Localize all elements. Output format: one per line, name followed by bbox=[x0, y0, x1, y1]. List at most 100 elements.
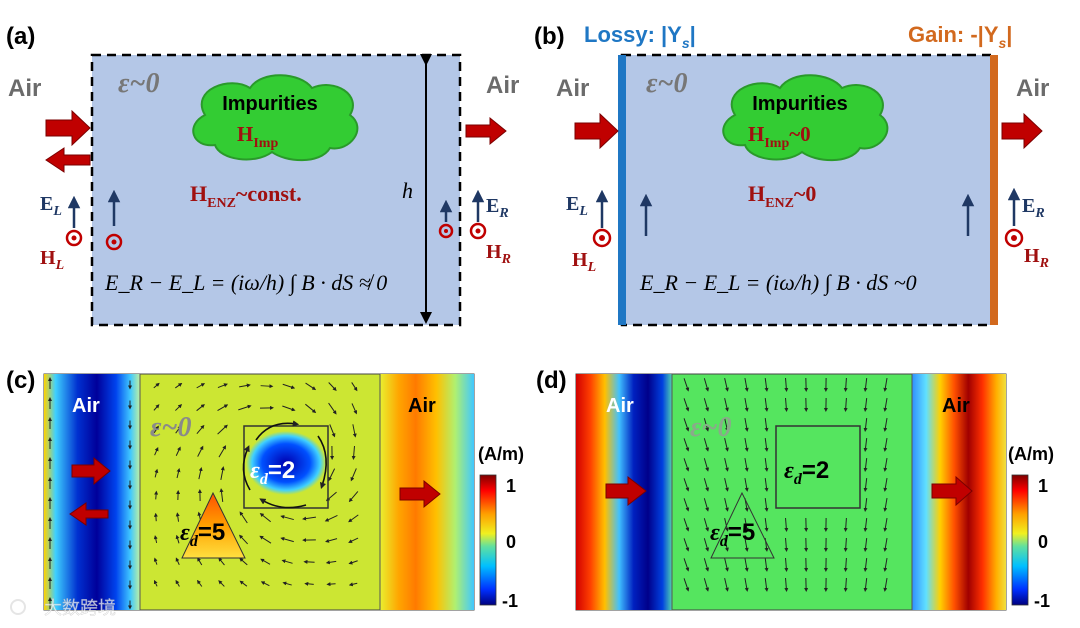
e-left-label-a: EL bbox=[40, 193, 62, 219]
quiver-arrow bbox=[348, 514, 359, 523]
quiver-arrow bbox=[863, 497, 868, 512]
e-left-label-b: EL bbox=[566, 193, 588, 219]
quiver-arrow bbox=[843, 557, 848, 572]
incident-arrow-d bbox=[605, 475, 647, 507]
reflected-arrow-a bbox=[45, 147, 91, 173]
panel-a-tag: (a) bbox=[6, 23, 35, 50]
quiver-arrow bbox=[744, 518, 749, 532]
h-right-label-a: HR bbox=[486, 241, 511, 267]
quiver-arrow bbox=[863, 437, 868, 452]
quiver-arrow bbox=[351, 445, 356, 460]
eps-d2-label-d: εd=2 bbox=[784, 457, 829, 488]
quiver-arrow bbox=[883, 478, 888, 492]
air-left-label-b: Air bbox=[556, 75, 589, 102]
quiver-arrow bbox=[724, 398, 729, 412]
quiver-arrow bbox=[744, 398, 749, 412]
epsilon-near-zero-label-b: ε~0 bbox=[646, 68, 687, 99]
quiver-arrow bbox=[196, 404, 205, 412]
quiver-arrow bbox=[744, 458, 749, 472]
quiver-arrow bbox=[703, 378, 710, 392]
quiver-arrow bbox=[260, 384, 274, 389]
quiver-arrow bbox=[784, 537, 789, 552]
quiver-arrow bbox=[744, 578, 749, 592]
e-right-label-a: ER bbox=[486, 195, 509, 221]
quiver-arrow bbox=[724, 478, 729, 492]
quiver-arrow bbox=[883, 498, 888, 512]
h-field-dot-right-a bbox=[469, 222, 487, 240]
panel-b: (b) Lossy: |Ys| Gain: -|Ys| Air Air ε~0 … bbox=[534, 22, 1049, 327]
quiver-arrow bbox=[259, 535, 272, 544]
quiver-arrow bbox=[683, 558, 690, 572]
quiver-arrow bbox=[863, 417, 868, 432]
quiver-arrow bbox=[329, 424, 336, 438]
colorbar-tick-bot-c: -1 bbox=[502, 591, 518, 611]
quiver-arrow bbox=[196, 579, 203, 587]
quiver-arrow bbox=[883, 378, 888, 392]
air-left-label-d: Air bbox=[606, 395, 634, 417]
quiver-arrow bbox=[724, 378, 729, 392]
dielectric-square-d bbox=[775, 425, 861, 509]
quiver-arrow bbox=[196, 424, 205, 434]
impurities-label-b: Impurities bbox=[752, 93, 848, 115]
panel-a: (a) Air Air ε~0 Impurities HImp HENZ~con… bbox=[6, 23, 519, 327]
eps-d5-label-c: εd=5 bbox=[180, 519, 225, 550]
quiver-arrow bbox=[863, 537, 868, 552]
e-right-label-b: ER bbox=[1022, 195, 1045, 221]
h-field-dot-left-a bbox=[65, 229, 83, 247]
quiver-arrow bbox=[784, 377, 789, 392]
quiver-arrow bbox=[784, 577, 789, 592]
quiver-arrow bbox=[863, 557, 868, 572]
quiver-arrow bbox=[784, 517, 789, 532]
h-field-dot-inside-core-a bbox=[111, 239, 117, 245]
quiver-arrow bbox=[282, 405, 296, 412]
quiver-arrow bbox=[348, 560, 358, 565]
quiver-arrow bbox=[197, 557, 203, 566]
h-left-label-a: HL bbox=[40, 247, 64, 273]
quiver-arrow bbox=[863, 577, 868, 592]
colorbar-tick-bot-d: -1 bbox=[1034, 591, 1050, 611]
panel-b-tag: (b) bbox=[534, 23, 565, 50]
air-right-label-b: Air bbox=[1016, 75, 1049, 102]
incident-arrow-c bbox=[71, 456, 111, 486]
quiver-arrow bbox=[325, 560, 337, 565]
quiver-arrow bbox=[843, 517, 848, 532]
quiver-arrow bbox=[153, 579, 158, 587]
quiver-arrow bbox=[863, 377, 868, 392]
quiver-arrow bbox=[744, 558, 749, 572]
quiver-arrow bbox=[764, 477, 769, 492]
quiver-arrow bbox=[348, 491, 359, 503]
epsilon-near-zero-label-d: ε~0 bbox=[690, 412, 731, 443]
quiver-arrow bbox=[239, 534, 249, 545]
equation-a: E_R − E_L = (iω/h) ∫ B · dS ≉ 0 bbox=[104, 270, 387, 296]
quiver-arrow bbox=[348, 537, 359, 543]
quiver-arrow bbox=[153, 557, 158, 565]
quiver-arrow bbox=[348, 582, 358, 587]
quiver-arrow bbox=[724, 458, 729, 472]
colorbar-tick-mid-c: 0 bbox=[506, 532, 516, 552]
panel-d-tag: (d) bbox=[536, 367, 567, 394]
eps-d2-label-c: εd=2 bbox=[250, 457, 295, 488]
dielectric-triangle-d bbox=[710, 491, 775, 559]
colorbar-unit-c: (A/m) bbox=[478, 444, 524, 464]
reflected-arrow-c bbox=[69, 502, 109, 526]
quiver-arrow bbox=[764, 557, 769, 572]
panel-c: (c) Air Air ε~0 εd=2 εd=5 (A/m) 1 0 -1 bbox=[6, 367, 524, 611]
quiver-arrow bbox=[683, 518, 690, 532]
air-right-label-a: Air bbox=[486, 72, 519, 99]
quiver-arrow bbox=[239, 557, 248, 566]
quiver-arrow bbox=[154, 447, 159, 456]
quiver-arrow bbox=[703, 538, 710, 552]
quiver-arrow bbox=[325, 491, 337, 502]
vortex-arrows-c bbox=[242, 420, 327, 509]
h-field-dot-left-b bbox=[592, 228, 612, 248]
h-field-dot-right-core-a bbox=[475, 228, 481, 234]
quiver-arrow bbox=[304, 581, 314, 586]
quiver-arrow bbox=[683, 538, 690, 552]
quiver-arrow bbox=[724, 558, 729, 572]
h-field-dot-right-inner-core-a bbox=[444, 229, 448, 233]
h-enz-label-b: HENZ~0 bbox=[748, 181, 816, 211]
quiver-arrow bbox=[703, 398, 710, 412]
quiver-arrow bbox=[764, 497, 769, 512]
quiver-arrow bbox=[196, 383, 206, 389]
